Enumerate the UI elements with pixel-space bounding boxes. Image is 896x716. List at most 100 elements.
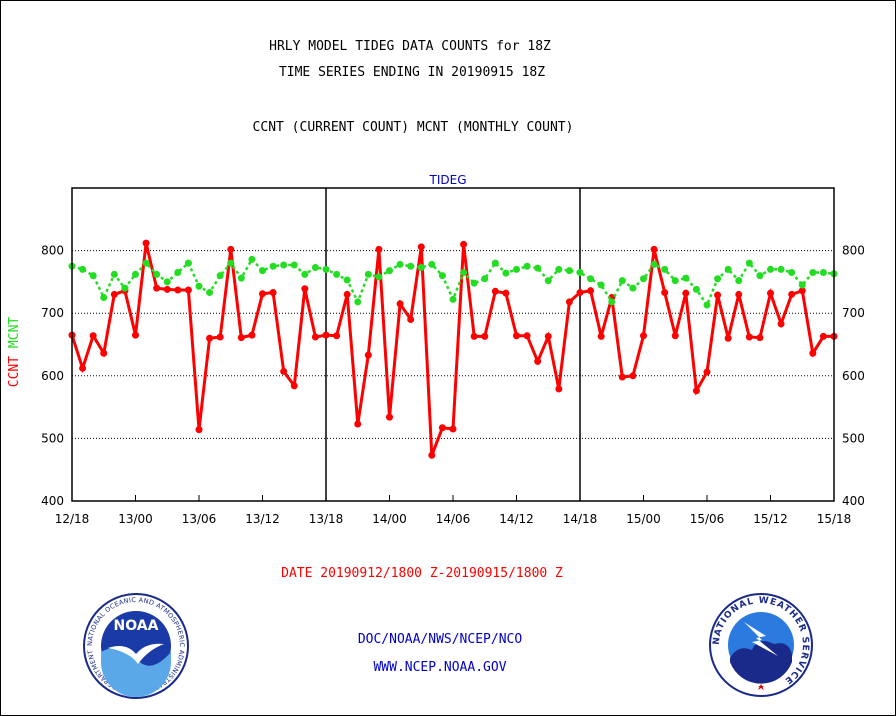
ccnt-point [407,315,415,323]
date-range-label: DATE 20190912/1800 Z-20190915/1800 Z [281,566,563,581]
ccnt-point [629,372,637,380]
mcnt-point [682,274,690,282]
ccnt-point [640,332,647,340]
y-tick-label-right: 500 [842,431,865,445]
x-tick-label: 12/18 [55,512,90,526]
mcnt-point [523,262,531,270]
ccnt-point [745,333,753,341]
y-tick-label-left: 700 [41,306,64,320]
mcnt-point [534,264,542,272]
mcnt-point [100,294,108,302]
ccnt-point [449,425,457,433]
ccnt-point [163,285,171,293]
mcnt-point [79,265,87,273]
x-tick-label: 15/00 [626,512,661,526]
ccnt-series-line [70,242,834,456]
ccnt-point [460,240,468,248]
ccnt-point [110,290,118,298]
mcnt-point [714,275,722,283]
ccnt-point [417,243,425,251]
nws-logo: NATIONAL WEATHER SERVICE [709,593,813,697]
ccnt-point [343,290,351,298]
y-axis-label-part: CCNT [7,356,22,387]
ccnt-point [703,368,711,376]
mcnt-point [650,260,658,268]
ccnt-point [301,285,309,293]
ccnt-point [481,332,489,340]
mcnt-point [184,259,192,267]
ccnt-point [227,245,235,253]
ccnt-point [79,364,87,372]
mcnt-point [364,270,372,278]
mcnt-point [798,281,806,289]
mcnt-point [470,279,478,287]
mcnt-point [735,277,743,285]
grid-layer [72,188,834,501]
ccnt-point [89,332,97,340]
ccnt-point [819,332,827,340]
ccnt-point [544,332,552,340]
mcnt-point [618,277,626,285]
mcnt-point [216,272,224,280]
ccnt-point [671,332,679,340]
mcnt-point [565,267,573,275]
mcnt-point [449,295,457,303]
mcnt-point [174,269,182,277]
mcnt-point [587,275,595,283]
mcnt-point [502,269,510,277]
y-tick-label-right: 800 [842,244,865,258]
ccnt-point [396,300,404,308]
mcnt-point [777,265,785,273]
mcnt-point [671,277,679,285]
y-tick-label-right: 400 [842,494,865,508]
ccnt-point [777,320,785,328]
mcnt-point [163,278,171,286]
y-axis-label: CCNT MCNT [7,317,22,388]
x-tick-label: 13/18 [309,512,344,526]
axis-label-layer: 400 400 500 500 600 600 700 700 800 800 12/18 13/00… [41,244,865,526]
noaa-logo: NATIONAL OCEANIC AND ATMOSPHERIC ADMINIS… [82,592,189,699]
mcnt-point [544,277,552,285]
mcnt-point [788,269,796,277]
ccnt-point [248,331,256,339]
ccnt-point [100,349,108,357]
mcnt-point [386,267,393,275]
mcnt-point [576,269,584,277]
ccnt-point [714,291,722,299]
mcnt-point [280,261,288,269]
mcnt-point [110,270,118,278]
ccnt-point [565,298,573,306]
ccnt-point [364,351,372,359]
mcnt-point [301,270,309,278]
mcnt-point [481,275,489,283]
ccnt-point [259,290,266,298]
ccnt-point [216,333,224,341]
ccnt-point [661,289,669,297]
mcnt-point [809,269,817,277]
ccnt-point [142,239,150,247]
x-tick-label: 15/06 [690,512,725,526]
mcnt-point [597,281,605,289]
x-tick-label: 13/06 [182,512,217,526]
mcnt-point [460,269,468,277]
plot-title: TIDEG [429,173,467,187]
mcnt-point [428,260,436,268]
mcnt-point [333,270,341,278]
mcnt-point [640,275,647,283]
mcnt-point [343,276,351,284]
ccnt-point [587,287,595,295]
mcnt-point [661,265,669,273]
ccnt-point [650,245,658,253]
mcnt-point [354,298,362,306]
mcnt-point [311,264,319,272]
chart-title-line-1: HRLY MODEL TIDEG DATA COUNTS for 18Z [269,39,551,54]
ccnt-point [333,332,341,340]
y-tick-label-left: 500 [41,431,64,445]
ccnt-point [491,287,499,295]
mcnt-point [248,255,256,263]
mcnt-point [153,270,161,278]
plot-area-border [71,187,835,502]
ccnt-point [290,382,298,390]
mcnt-point [745,259,753,267]
